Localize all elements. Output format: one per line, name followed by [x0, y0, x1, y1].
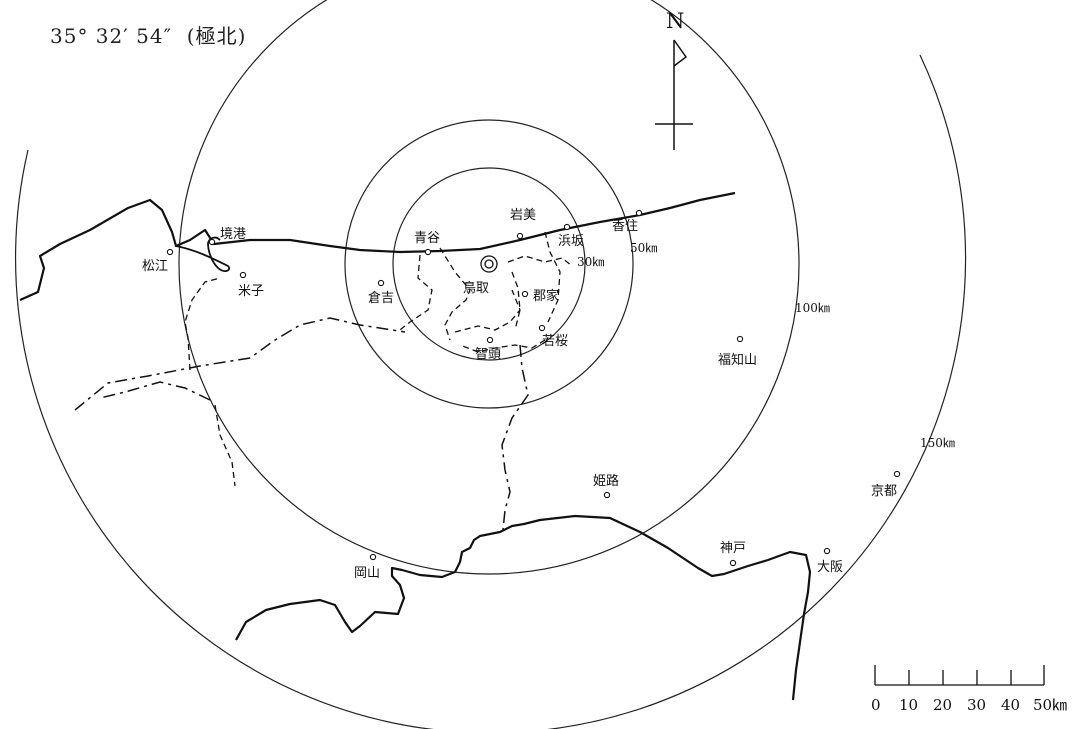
- boundary-west-1: [74, 317, 406, 411]
- ring-30km: [392, 167, 586, 361]
- city-label-hamasaka: 浜坂: [558, 234, 584, 249]
- north-label: N: [666, 9, 684, 33]
- ring-100km: [178, 0, 800, 575]
- city-dot-fukuchiyama: [736, 335, 744, 343]
- sakaiminato-hook: [175, 236, 231, 272]
- ring-label-50km: 50㎞: [630, 241, 657, 255]
- city-dot-yonago: [239, 271, 247, 279]
- city-dot-hamasaka: [563, 223, 571, 231]
- city-dot-kasumi: [635, 209, 643, 217]
- city-label-himeji: 姫路: [593, 473, 619, 489]
- boundary-north-west: [184, 277, 221, 371]
- city-dot-himeji: [603, 491, 611, 499]
- city-dot-sakaiminato: [208, 238, 216, 246]
- city-dot-chizu: [486, 336, 494, 344]
- ring-50km: [344, 119, 634, 409]
- city-label-koge: 郡家: [533, 288, 559, 304]
- city-label-osaka: 大阪: [817, 560, 843, 575]
- city-label-wakasa: 若桜: [542, 333, 568, 349]
- boundary-inner-4: [507, 255, 573, 267]
- city-dot-aoya: [424, 248, 432, 256]
- city-dot-kyoto: [893, 470, 901, 478]
- city-dot-okayama: [369, 553, 377, 561]
- ring-label-150km: 150㎞: [920, 436, 955, 450]
- city-dot-osaka: [823, 547, 831, 555]
- tottori-marker: [480, 255, 498, 273]
- ring-label-30km: 30㎞: [577, 255, 604, 269]
- city-label-tottori: 鳥取: [463, 281, 489, 296]
- city-label-kyoto: 京都: [871, 484, 897, 499]
- city-dot-wakasa: [538, 324, 546, 332]
- city-label-kasumi: 香住: [612, 219, 638, 234]
- city-dot-kurayoshi: [377, 279, 385, 287]
- header-direction: (極北): [186, 24, 247, 48]
- boundary-inner-3: [454, 289, 521, 333]
- city-label-okayama: 岡山: [354, 566, 380, 581]
- boundary-inner-2: [439, 247, 471, 341]
- scale-tick-10: 10: [899, 696, 918, 714]
- city-label-matsue: 松江: [142, 259, 168, 274]
- ring-150km: [14, 54, 967, 729]
- boundary-west-2: [99, 381, 211, 401]
- scale-tick-20: 20: [933, 696, 952, 714]
- city-dot-koge: [521, 290, 529, 298]
- scale-tick-50: 50: [1033, 696, 1052, 714]
- city-label-aoya: 青谷: [414, 231, 440, 246]
- city-label-chizu: 智頭: [475, 347, 501, 362]
- scale-tick-30: 30: [967, 696, 986, 714]
- city-label-sakaiminato: 境港: [220, 227, 246, 242]
- scale-unit: ㎞: [1052, 696, 1067, 714]
- city-dot-kobe: [729, 559, 737, 567]
- ring-label-100km: 100㎞: [795, 301, 830, 315]
- city-label-kobe: 神戸: [720, 541, 746, 556]
- south-coastline: [235, 514, 812, 701]
- scale-bar: [874, 665, 1045, 686]
- city-label-fukuchiyama: 福知山: [718, 352, 757, 368]
- scale-tick-0: 0: [871, 696, 881, 714]
- city-label-kurayoshi: 倉吉: [368, 291, 394, 306]
- header: 35° 32′ 54″ (極北): [50, 20, 246, 49]
- city-dot-matsue: [166, 248, 174, 256]
- boundary-inner-7: [459, 339, 546, 353]
- north-coastline: [19, 191, 736, 302]
- city-label-yonago: 米子: [238, 284, 264, 299]
- city-dot-iwami: [516, 232, 524, 240]
- boundary-south: [501, 344, 529, 531]
- boundary-inner-1: [399, 254, 433, 331]
- city-label-iwami: 岩美: [510, 208, 536, 223]
- north-arrow: [655, 39, 693, 150]
- scale-tick-40: 40: [1001, 696, 1020, 714]
- boundary-inner-5: [544, 231, 561, 323]
- header-coordinate: 35° 32′ 54″: [50, 24, 173, 48]
- boundary-west-3: [214, 404, 236, 487]
